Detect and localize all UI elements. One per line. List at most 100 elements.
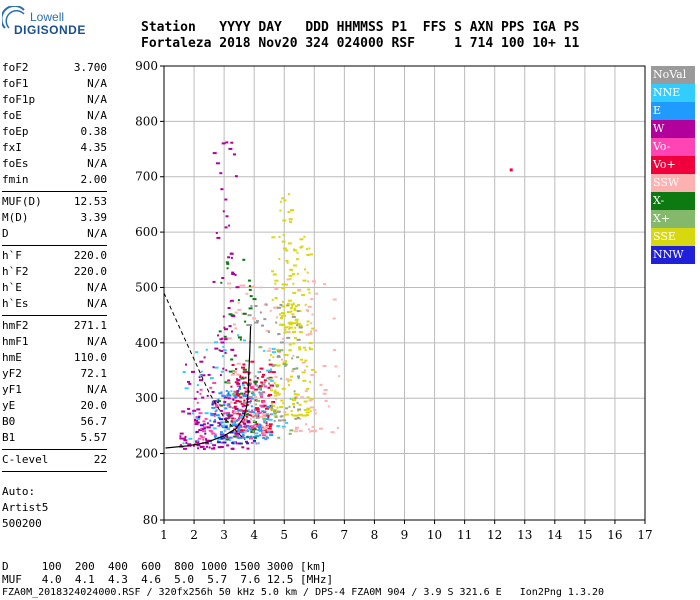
echo-point — [270, 368, 272, 371]
echo-point — [301, 414, 306, 417]
echo-point — [297, 409, 300, 412]
echo-point — [241, 405, 244, 408]
echo-point — [193, 444, 195, 447]
echo-point — [285, 249, 289, 252]
echo-point — [214, 347, 219, 350]
echo-point — [290, 310, 293, 313]
echo-point — [250, 441, 254, 444]
echo-point — [231, 330, 233, 333]
echo-point — [193, 397, 197, 400]
header-row1: Station YYYY DAY DDD HHMMSS P1 FFS S AXN… — [141, 20, 580, 35]
echo-point — [292, 273, 295, 276]
echo-point — [271, 402, 273, 405]
echo-point — [306, 365, 308, 368]
echo-point — [257, 387, 260, 390]
echo-point — [245, 410, 249, 412]
echo-point — [276, 348, 280, 351]
echo-point — [308, 348, 313, 351]
echo-point — [241, 366, 245, 369]
echo-point — [244, 428, 248, 431]
echo-point — [300, 245, 304, 248]
echo-point — [259, 404, 264, 407]
echo-point — [188, 437, 193, 440]
echo-point — [288, 384, 290, 387]
echo-point — [311, 327, 315, 330]
echo-point — [219, 433, 224, 436]
echo-point — [301, 371, 306, 374]
echo-point — [194, 418, 196, 421]
echo-point — [249, 285, 251, 287]
echo-point — [231, 417, 235, 420]
echo-point — [262, 417, 267, 420]
echo-point — [268, 363, 273, 366]
echo-point — [302, 379, 307, 382]
y-tick-label: 800 — [135, 114, 158, 128]
param-key: foEs — [2, 157, 29, 170]
header-row2: Fortaleza 2018 Nov20 324 024000 RSF 1 71… — [141, 36, 580, 51]
echo-point — [255, 408, 258, 411]
echo-point — [294, 427, 298, 430]
echo-point — [246, 324, 250, 326]
echo-point — [250, 305, 253, 308]
echo-point — [233, 153, 236, 156]
echo-point — [259, 367, 264, 370]
echo-point — [298, 324, 303, 327]
echo-point — [314, 371, 317, 373]
echo-point — [225, 419, 227, 422]
echo-point — [192, 409, 197, 412]
echo-point — [256, 377, 259, 380]
echo-point — [267, 427, 271, 430]
echo-point — [274, 279, 279, 282]
echo-point — [305, 414, 308, 417]
echo-point — [261, 375, 265, 378]
echo-point — [223, 400, 227, 403]
echo-point — [293, 393, 297, 396]
echo-point — [250, 431, 254, 433]
echo-point — [250, 426, 254, 428]
echo-point — [220, 370, 224, 373]
echo-point — [236, 430, 241, 432]
echo-point — [248, 401, 251, 404]
echo-point — [323, 283, 327, 286]
echo-point — [305, 411, 310, 414]
echo-point — [238, 400, 242, 403]
param-value: 5.57 — [80, 431, 108, 444]
echo-point — [269, 353, 272, 356]
echo-point — [251, 409, 253, 412]
echo-point — [286, 304, 289, 307]
echo-point — [225, 427, 230, 430]
profile-extrapolation — [163, 292, 246, 441]
echo-point — [277, 419, 282, 422]
param-value: N/A — [87, 297, 107, 310]
echo-point — [254, 407, 259, 410]
echo-point — [224, 407, 228, 410]
auto-artist: Artist5 — [2, 501, 49, 514]
echo-point — [234, 406, 237, 409]
param-key: h`F — [2, 249, 22, 262]
x-tick-label: 16 — [607, 528, 622, 542]
echo-point — [289, 220, 293, 223]
echo-point — [281, 287, 286, 290]
echo-point — [278, 257, 281, 260]
x-tick-label: 1 — [160, 528, 168, 542]
echo-point — [284, 413, 289, 416]
echo-point — [222, 441, 227, 444]
echo-point — [287, 193, 290, 196]
echo-point — [237, 299, 240, 302]
param-value: N/A — [87, 93, 107, 106]
echo-point — [244, 418, 248, 421]
echo-point — [201, 396, 205, 399]
echo-point — [224, 328, 228, 331]
echo-point — [509, 168, 513, 172]
echo-point — [299, 413, 303, 416]
echo-point — [296, 272, 299, 275]
echo-point — [322, 392, 327, 395]
echo-point — [273, 420, 276, 423]
logo-line1: Lowell — [30, 10, 65, 24]
echo-point — [293, 307, 296, 310]
echo-point — [258, 384, 263, 387]
echo-point — [239, 408, 243, 411]
echo-point — [226, 382, 231, 384]
echo-point — [261, 425, 264, 427]
